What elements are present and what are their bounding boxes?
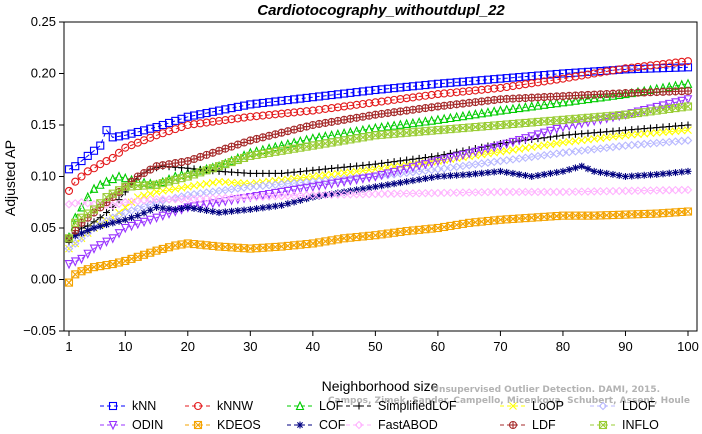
legend-item-loop: LoOP [500,399,564,413]
y-tick-label: −0.05 [23,323,56,338]
legend-item-ldof: LDOF [590,399,656,413]
legend-label: kNNW [217,399,253,413]
legend-label: LDF [532,418,556,432]
legend-item-odin: ODIN [100,418,163,432]
series-markers-knnw [64,57,693,195]
y-tick-label: 0.20 [31,66,56,81]
legend-label: LoOP [532,399,564,413]
legend-item-inflo: INFLO [590,418,659,432]
legend-item-lof: LOF [287,399,344,413]
legend-item-knnw: kNNW [185,399,253,413]
x-tick-label: 80 [556,339,570,354]
legend-label: LDOF [622,399,656,413]
legend: kNN kNNW LOF SimplifiedLOF LoOP LDOF ODIN KDEOS… [100,399,659,432]
x-tick-label: 30 [243,339,257,354]
x-tick-label: 100 [677,339,699,354]
y-tick-label: 0.05 [31,220,56,235]
axes: 1 10 20 30 40 50 60 70 80 90 100 −0.05 0.00 0.05 0.10 0… [23,14,699,354]
legend-label: FastABOD [378,418,438,432]
legend-item-knn: kNN [100,399,156,413]
x-tick-label: 10 [118,339,132,354]
watermark-line-1: Unsupervised Outlier Detection. DAMI, 20… [432,385,660,395]
series-markers-fastabod [64,185,693,210]
x-tick-label: 40 [306,339,320,354]
x-axis-title: Neighborhood size [322,378,439,394]
series-line-knn [68,66,689,170]
legend-item-fastabod: FastABOD [346,418,438,432]
series-fastabod [64,185,693,210]
x-tick-label: 70 [493,339,507,354]
series-knnw [64,57,693,195]
series-markers-inflo [64,102,693,243]
y-tick-label: 0.25 [31,14,56,29]
y-tick-label: 0.10 [31,169,56,184]
legend-item-cof: COF [287,418,346,432]
y-tick-label: 0.00 [31,272,56,287]
legend-label: KDEOS [217,418,261,432]
series-line-kdeos [68,211,689,283]
legend-item-simplifiedlof: SimplifiedLOF [346,399,457,413]
chart-title: Cardiotocography_withoutdupl_22 [257,2,505,19]
series-lines [64,57,693,287]
y-tick-label: 0.15 [31,117,56,132]
legend-label: LOF [319,399,344,413]
legend-label: COF [319,418,346,432]
legend-label: SimplifiedLOF [378,399,457,413]
x-tick-label: 60 [431,339,445,354]
legend-label: INFLO [622,418,659,432]
series-ldf [64,86,693,243]
x-tick-label: 1 [65,339,72,354]
y-axis-title: Adjusted AP [2,140,18,216]
x-tick-label: 50 [368,339,382,354]
legend-label: kNN [132,399,156,413]
x-tick-label: 90 [618,339,632,354]
series-markers-ldf [64,86,693,243]
legend-label: ODIN [132,418,163,432]
series-inflo [64,102,693,243]
series-line-knnw [68,60,689,192]
series-kdeos [64,207,693,287]
series-markers-kdeos [64,207,693,287]
x-tick-label: 20 [181,339,195,354]
legend-item-kdeos: KDEOS [185,418,261,432]
legend-item-ldf: LDF [500,418,556,432]
watermark-line-2: Campos, Zimek, Sander, Campello, Micenko… [328,396,690,406]
